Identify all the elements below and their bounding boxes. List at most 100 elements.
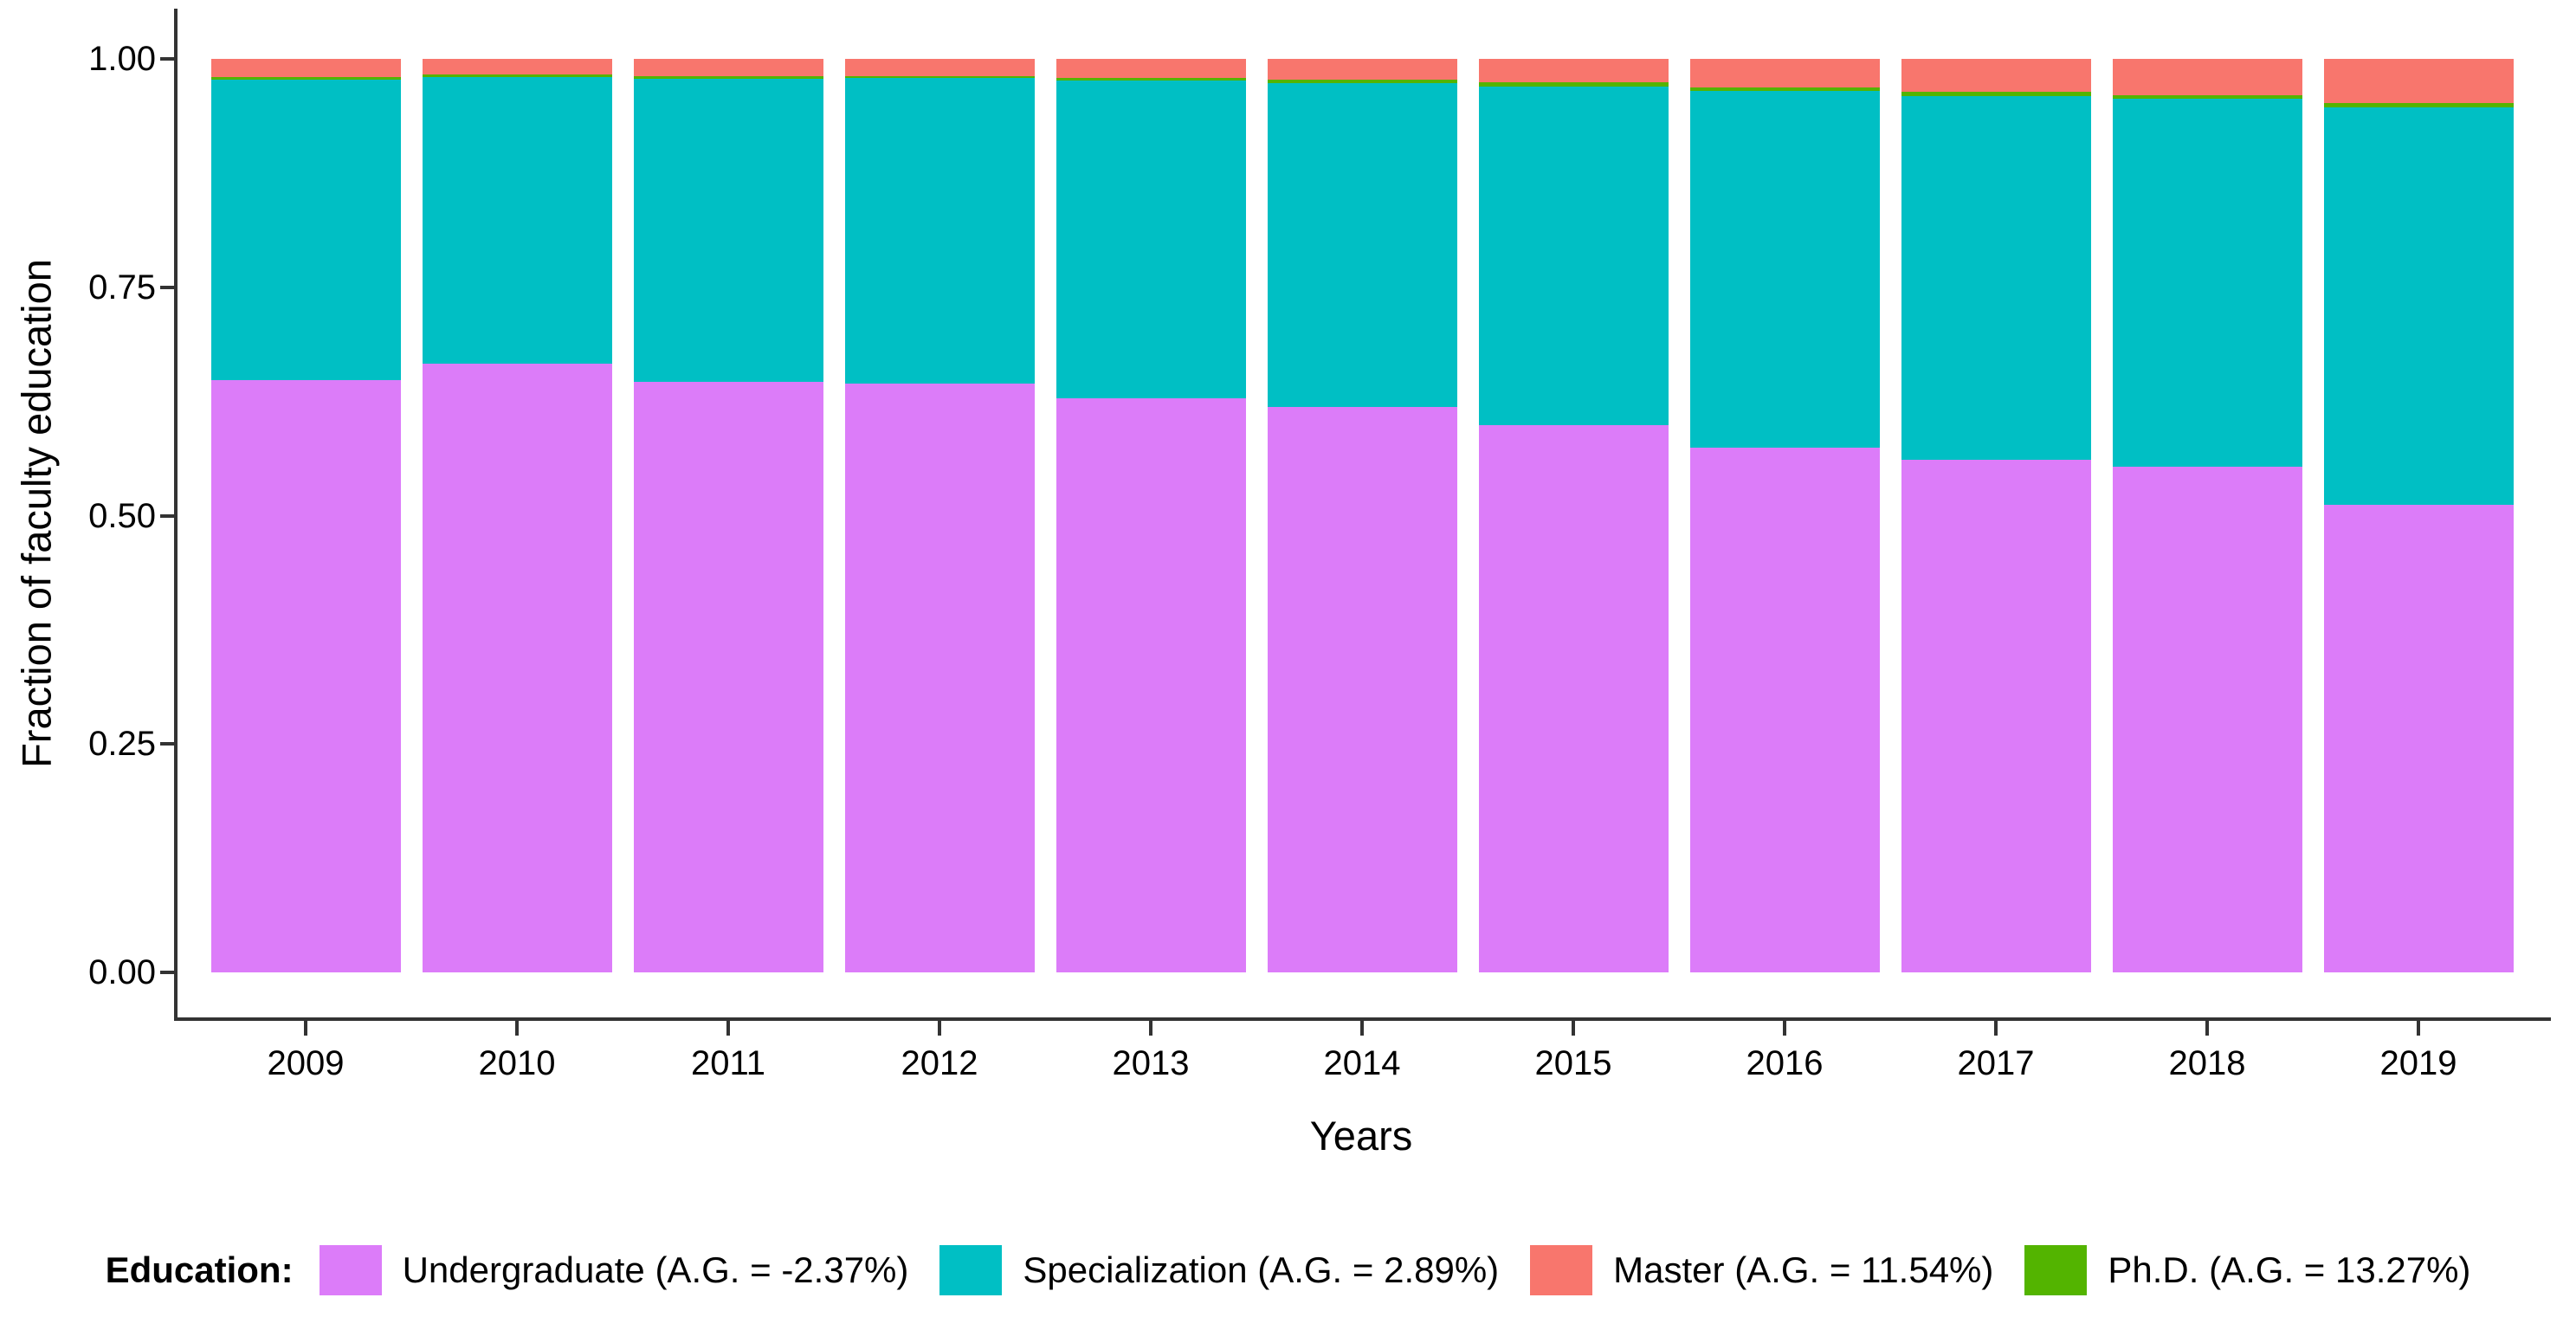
y-tick-label-0.75: 0.75 [88,268,156,307]
x-tick-mark-2011 [726,1021,730,1036]
bar-segment-undergraduate-2017 [1901,460,2091,972]
bar-segment-master-2018 [2112,59,2302,96]
x-tick-mark-2019 [2417,1021,2420,1036]
bar-2014 [1267,59,1457,972]
x-tick-mark-2010 [515,1021,519,1036]
legend-item-undergraduate: Undergraduate (A.G. = -2.37%) [319,1245,909,1295]
bar-segment-specialization-2019 [2323,107,2514,505]
y-tick-mark-0.25 [160,742,174,746]
x-tick-label-2009: 2009 [267,1044,345,1082]
y-tick-label-0.00: 0.00 [88,953,156,991]
bar-segment-master-2016 [1689,59,1880,87]
legend: Education: Undergraduate (A.G. = -2.37%)… [0,1231,2576,1309]
x-tick-label-2013: 2013 [1112,1044,1190,1082]
bar-segment-undergraduate-2016 [1689,448,1880,972]
x-tick-mark-2014 [1360,1021,1364,1036]
y-tick-label-0.25: 0.25 [88,725,156,764]
bar-2013 [1056,59,1246,972]
bar-segment-undergraduate-2012 [844,383,1035,972]
bar-segment-phd-2017 [1901,91,2091,97]
legend-label-specialization: Specialization (A.G. = 2.89%) [1023,1249,1500,1290]
bar-2017 [1901,59,2091,972]
x-tick-label-2015: 2015 [1534,1044,1612,1082]
x-axis-line [174,1017,2551,1021]
x-tick-label-2011: 2011 [690,1044,765,1082]
bar-segment-phd-2019 [2323,102,2514,107]
y-tick-mark-0.00 [160,971,174,974]
bar-segment-phd-2012 [844,76,1035,79]
x-tick-label-2018: 2018 [2168,1044,2246,1082]
bar-segment-phd-2013 [1056,78,1246,81]
bar-segment-undergraduate-2011 [633,382,823,972]
bar-segment-master-2017 [1901,59,2091,92]
y-tick-label-1.00: 1.00 [88,40,156,78]
x-tick-mark-2016 [1783,1021,1786,1036]
bar-2016 [1689,59,1880,972]
bar-2015 [1478,59,1669,972]
legend-label-undergraduate: Undergraduate (A.G. = -2.37%) [402,1249,909,1290]
x-tick-mark-2013 [1149,1021,1152,1036]
y-tick-label-0.50: 0.50 [88,496,156,535]
x-tick-mark-2018 [2205,1021,2209,1036]
x-tick-label-2010: 2010 [478,1044,556,1082]
bar-segment-phd-2015 [1478,82,1669,87]
bar-2019 [2323,59,2514,972]
bar-segment-specialization-2009 [210,80,401,381]
bar-segment-master-2009 [210,59,401,78]
bar-segment-master-2010 [422,59,612,74]
legend-title: Education: [105,1249,294,1290]
legend-swatch-undergraduate [319,1245,382,1295]
y-tick-mark-0.75 [160,285,174,289]
x-axis-title: Years [1309,1113,1413,1159]
bar-segment-master-2019 [2323,59,2514,103]
bar-segment-phd-2011 [633,76,823,80]
bar-segment-phd-2018 [2112,95,2302,100]
bar-segment-specialization-2017 [1901,96,2091,461]
bar-segment-phd-2010 [422,74,612,78]
x-tick-label-2017: 2017 [1957,1044,2035,1082]
x-tick-label-2012: 2012 [901,1044,978,1082]
legend-label-master: Master (A.G. = 11.54%) [1613,1249,1994,1290]
bar-2010 [422,59,612,972]
x-tick-label-2016: 2016 [1746,1044,1824,1082]
x-tick-label-2014: 2014 [1323,1044,1401,1082]
bar-segment-undergraduate-2015 [1478,425,1669,972]
bar-segment-undergraduate-2009 [210,380,401,972]
bar-segment-specialization-2012 [844,78,1035,384]
legend-item-master: Master (A.G. = 11.54%) [1530,1245,1993,1295]
bar-2011 [633,59,823,972]
bar-segment-phd-2014 [1267,80,1457,84]
x-tick-label-2019: 2019 [2379,1044,2457,1082]
bar-segment-specialization-2016 [1689,90,1880,449]
bar-segment-specialization-2010 [422,77,612,365]
bar-segment-master-2014 [1267,59,1457,81]
bar-segment-specialization-2011 [633,79,823,383]
y-axis-line [174,9,178,1021]
bar-segment-phd-2016 [1689,87,1880,91]
y-tick-mark-1.00 [160,57,174,61]
legend-swatch-specialization [939,1245,1003,1295]
bar-segment-undergraduate-2013 [1056,398,1246,972]
x-tick-mark-2017 [1994,1021,1998,1036]
x-tick-mark-2009 [304,1021,307,1036]
bar-segment-master-2013 [1056,59,1246,79]
bar-segment-specialization-2013 [1056,81,1246,399]
legend-swatch-master [1530,1245,1593,1295]
bar-segment-master-2011 [633,59,823,77]
bar-segment-undergraduate-2010 [422,364,612,972]
bar-2018 [2112,59,2302,972]
bar-segment-phd-2009 [210,77,401,81]
bar-segment-specialization-2018 [2112,99,2302,467]
bar-2012 [844,59,1035,972]
y-tick-mark-0.50 [160,513,174,518]
bar-segment-master-2015 [1478,59,1669,83]
legend-swatch-phd [2024,1245,2088,1295]
bar-segment-undergraduate-2019 [2323,504,2514,972]
bar-segment-specialization-2015 [1478,86,1669,426]
bar-segment-undergraduate-2018 [2112,466,2302,972]
x-tick-mark-2015 [1572,1021,1575,1036]
x-tick-mark-2012 [938,1021,941,1036]
legend-item-specialization: Specialization (A.G. = 2.89%) [939,1245,1499,1295]
bar-segment-master-2012 [844,59,1035,77]
